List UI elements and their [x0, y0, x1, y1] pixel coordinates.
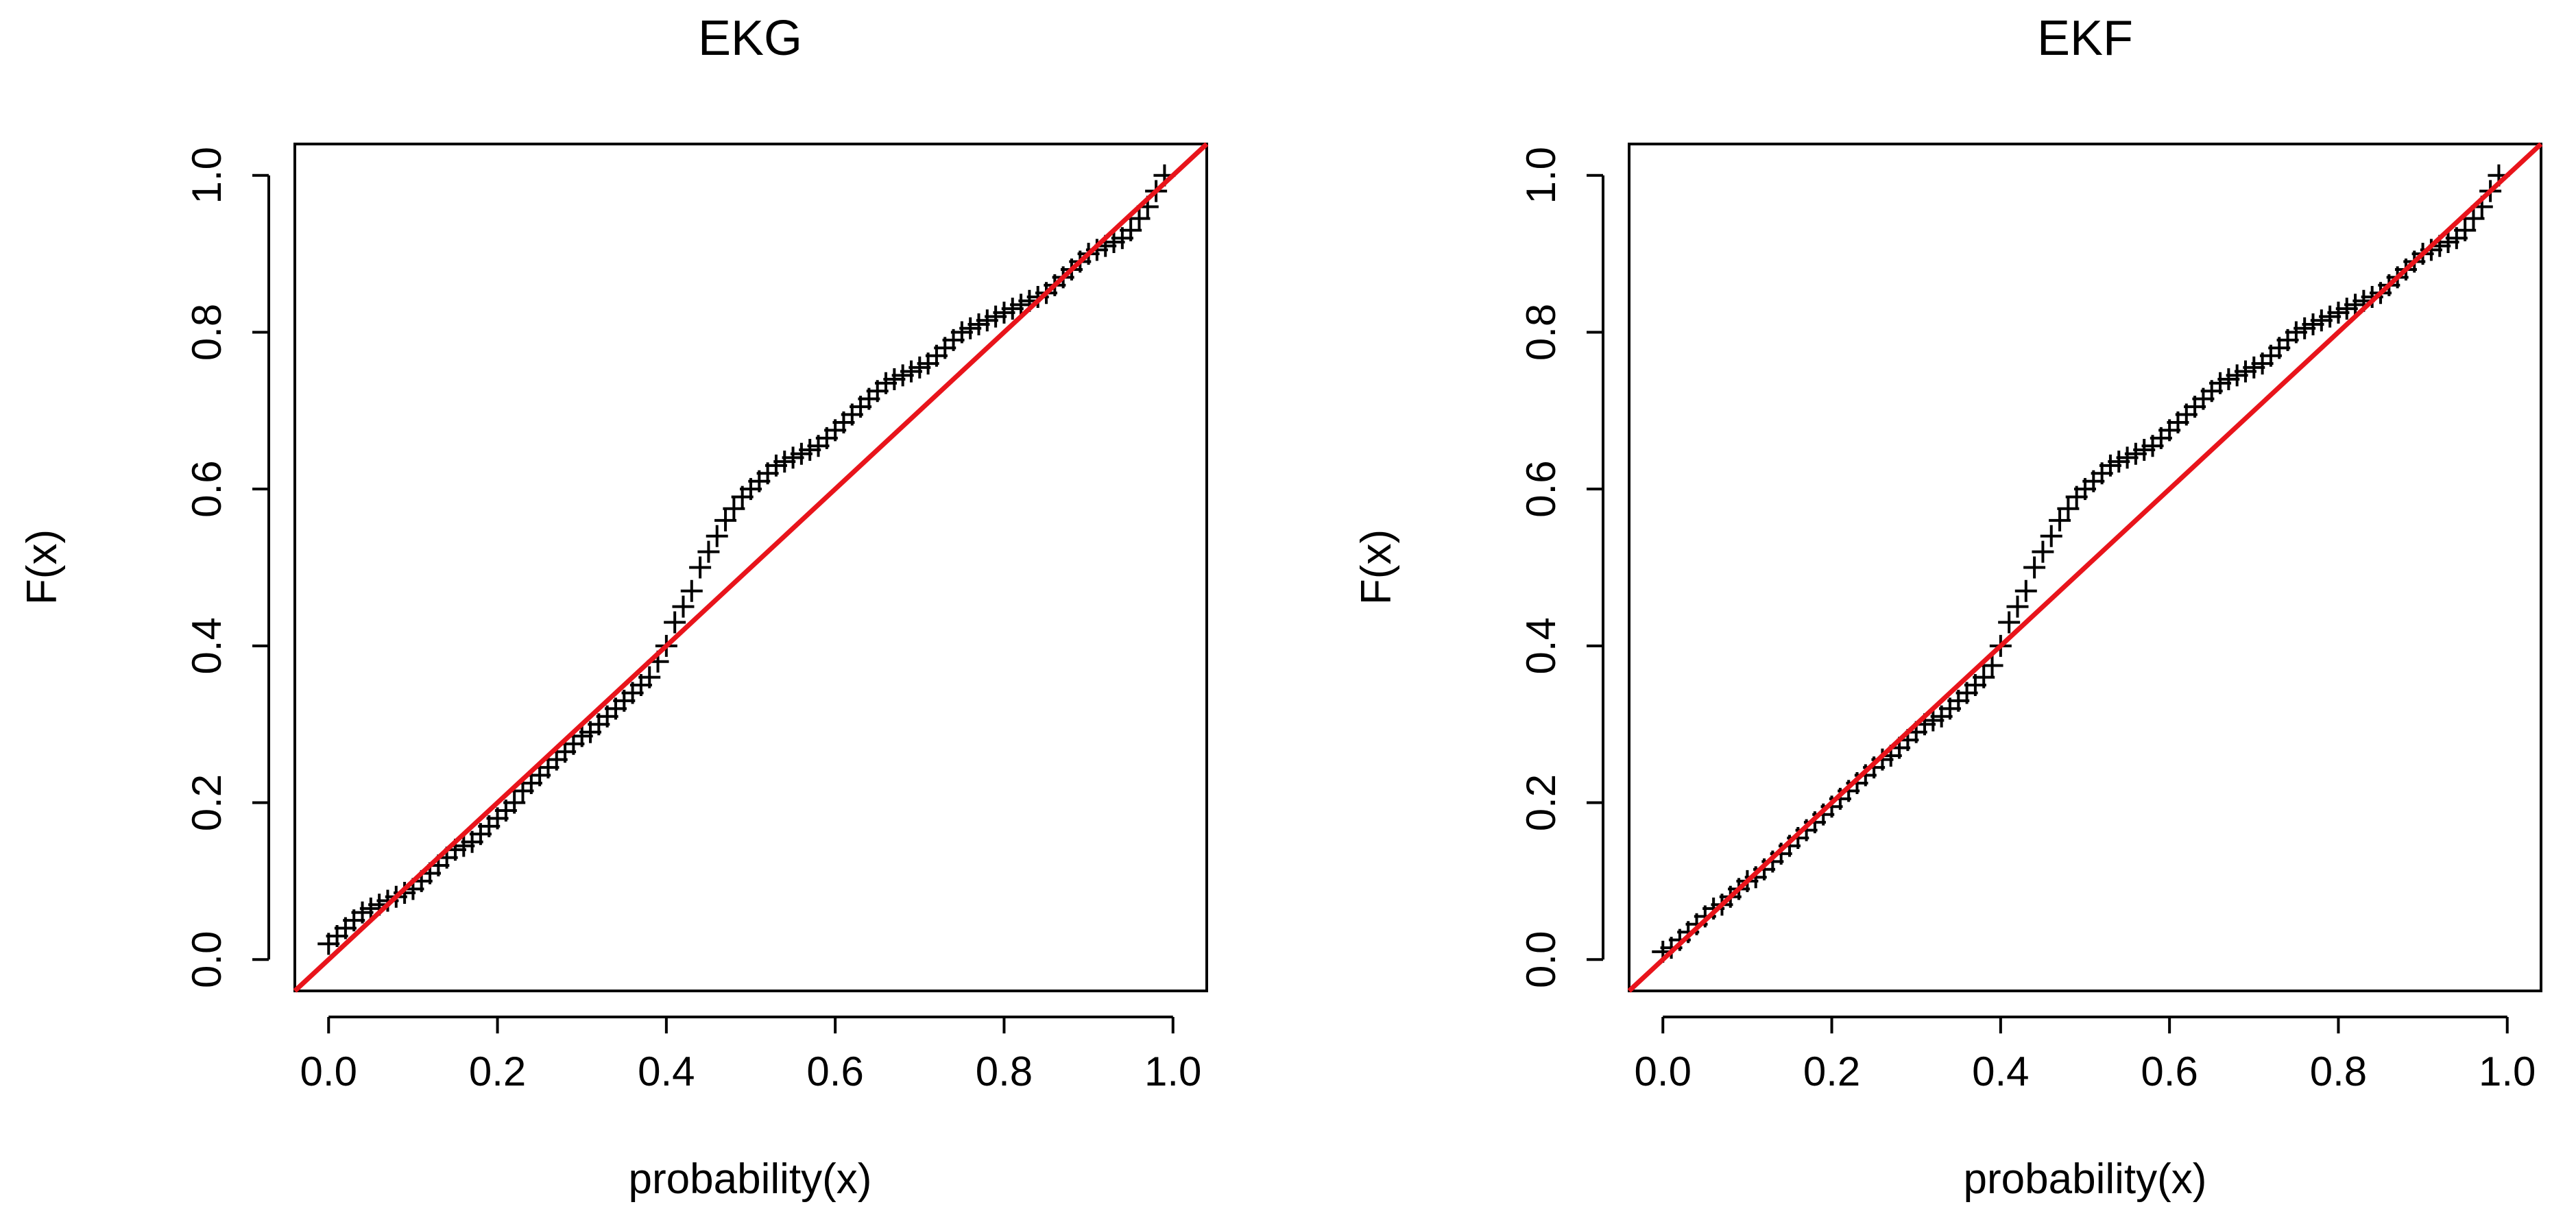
data-point — [672, 595, 695, 618]
x-tick-label: 0.6 — [2141, 1049, 2198, 1094]
x-tick-label: 0.8 — [976, 1049, 1033, 1094]
data-points — [1652, 164, 2510, 963]
reference-line — [1627, 142, 2543, 993]
data-point — [697, 540, 720, 563]
data-point — [714, 509, 737, 531]
data-point — [1998, 611, 2021, 634]
data-point — [723, 497, 745, 520]
plot-frame — [293, 143, 1208, 992]
plot-frame — [1628, 143, 2542, 992]
y-tick-label: 0.2 — [1518, 774, 1564, 831]
data-point — [1981, 654, 2003, 677]
data-point — [1120, 219, 1142, 241]
chart-title: EKG — [698, 11, 802, 66]
x-tick-label: 0.4 — [638, 1049, 695, 1094]
x-tick-label: 0.0 — [1635, 1049, 1692, 1094]
y-tick-label: 0.0 — [184, 931, 230, 988]
data-point — [2032, 540, 2054, 563]
data-point — [638, 666, 661, 688]
y-axis-label: F(x) — [1353, 529, 1400, 605]
y-tick-label: 0.8 — [1518, 304, 1564, 361]
x-axis-label: probability(x) — [1964, 1155, 2207, 1203]
x-axis-ticks: 0.0 0.2 0.4 0.6 0.8 1.0 — [1635, 1016, 2536, 1094]
data-point — [1128, 207, 1151, 230]
data-point — [2040, 525, 2062, 547]
data-point — [503, 791, 526, 814]
y-axis-label: F(x) — [19, 529, 66, 605]
data-point — [2006, 595, 2029, 618]
chart-panel-ekg: EKG 0.0 0.2 0.4 0.6 0.8 1.0 0.0 0.2 0.4 0.6 0.8 1.… — [19, 11, 1209, 1203]
chart-title: EKF — [2037, 11, 2133, 66]
x-axis-ticks: 0.0 0.2 0.4 0.6 0.8 1.0 — [300, 1016, 1201, 1094]
x-tick-label: 0.6 — [806, 1049, 863, 1094]
x-tick-label: 0.0 — [300, 1049, 357, 1094]
x-axis-label: probability(x) — [629, 1155, 872, 1203]
data-point — [2023, 556, 2046, 579]
data-point — [2462, 207, 2485, 230]
data-point — [2049, 509, 2071, 531]
data-point — [706, 525, 728, 547]
y-tick-label: 0.2 — [184, 774, 230, 831]
y-axis-ticks: 0.0 0.2 0.4 0.6 0.8 1.0 — [1518, 147, 1604, 988]
x-tick-label: 0.4 — [1972, 1049, 2029, 1094]
x-tick-label: 1.0 — [1144, 1049, 1201, 1094]
y-tick-label: 0.8 — [184, 304, 230, 361]
y-tick-label: 0.6 — [184, 460, 230, 517]
y-tick-label: 0.6 — [1518, 460, 1564, 517]
data-point — [2454, 219, 2477, 241]
data-point — [689, 556, 712, 579]
y-tick-label: 1.0 — [1518, 147, 1564, 204]
y-tick-label: 1.0 — [184, 147, 230, 204]
x-tick-label: 1.0 — [2479, 1049, 2536, 1094]
data-point — [680, 579, 703, 602]
y-tick-label: 0.4 — [184, 617, 230, 674]
y-tick-label: 0.4 — [1518, 617, 1564, 674]
data-point — [2057, 497, 2080, 520]
y-tick-label: 0.0 — [1518, 931, 1564, 988]
data-points — [317, 164, 1176, 955]
reference-line — [293, 142, 1209, 993]
data-point — [664, 611, 686, 634]
data-point — [2014, 579, 2037, 602]
x-tick-label: 0.2 — [1803, 1049, 1860, 1094]
x-tick-label: 0.8 — [2310, 1049, 2367, 1094]
data-point — [1973, 666, 1995, 688]
chart-panel-ekf: EKF 0.0 0.2 0.4 0.6 0.8 1.0 0.0 0.2 0.4 0.6 0.8 1.… — [1353, 11, 2543, 1203]
x-tick-label: 0.2 — [469, 1049, 526, 1094]
y-axis-ticks: 0.0 0.2 0.4 0.6 0.8 1.0 — [184, 147, 270, 988]
